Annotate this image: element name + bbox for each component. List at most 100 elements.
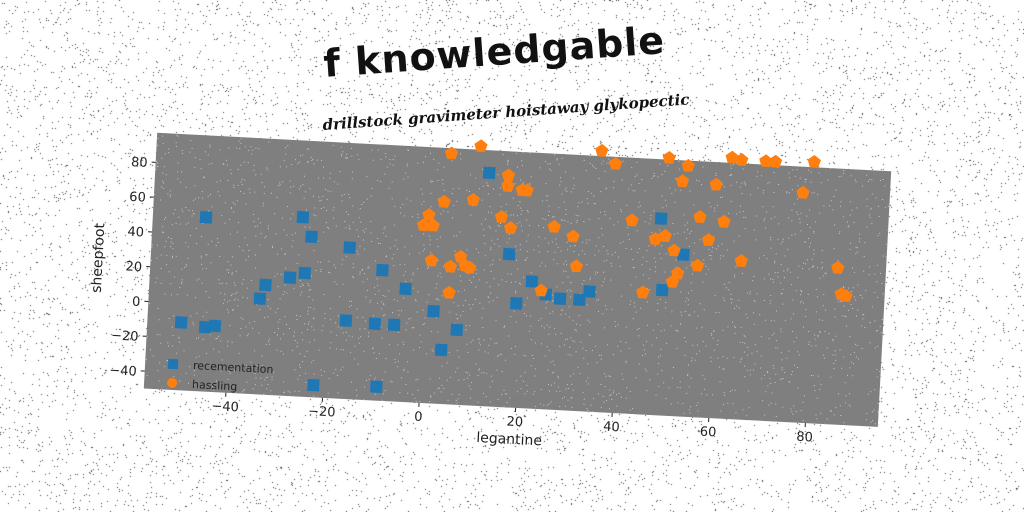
point-hassling	[534, 283, 548, 297]
point-hassling	[444, 146, 459, 160]
point-hassling	[831, 260, 845, 274]
point-recementation	[368, 317, 382, 331]
point-hassling	[501, 179, 515, 192]
point-hassling	[648, 232, 663, 246]
point-hassling	[675, 174, 690, 188]
point-recementation	[509, 297, 523, 310]
x-tick-label: 0	[414, 410, 423, 425]
point-hassling	[671, 266, 685, 280]
point-hassling	[717, 214, 731, 228]
y-tick-label: 0	[132, 295, 141, 310]
point-hassling	[796, 185, 810, 199]
point-hassling	[701, 233, 716, 247]
point-recementation	[370, 380, 383, 394]
point-recementation	[343, 241, 357, 254]
legend: recementation hassling	[167, 358, 274, 393]
y-tick-label: 40	[127, 225, 144, 241]
y-tick-label: −40	[109, 363, 137, 379]
point-hassling	[734, 254, 748, 267]
point-hassling	[442, 285, 456, 299]
legend-marker-hassling	[167, 377, 178, 388]
plot-area	[143, 132, 892, 427]
point-recementation	[655, 283, 669, 297]
y-tick-label: −20	[111, 328, 139, 344]
x-tick-label: −40	[211, 399, 239, 415]
point-recementation	[450, 323, 464, 337]
point-hassling	[424, 253, 439, 267]
legend-marker-recementation	[167, 358, 179, 370]
point-hassling	[725, 150, 739, 164]
point-recementation	[399, 282, 412, 296]
point-recementation	[305, 230, 318, 244]
point-hassling	[662, 150, 676, 164]
point-hassling	[625, 213, 639, 227]
point-hassling	[547, 219, 561, 233]
point-recementation	[427, 304, 440, 318]
point-hassling	[463, 260, 477, 274]
point-hassling	[474, 139, 488, 153]
point-hassling	[667, 243, 681, 257]
point-hassling	[569, 259, 584, 273]
y-axis-label: sheepfoot	[89, 222, 109, 293]
y-tick-label: 80	[131, 155, 148, 171]
point-hassling	[595, 143, 609, 157]
x-tick-label: 60	[699, 425, 716, 441]
point-recementation	[253, 292, 267, 305]
point-recementation	[208, 319, 222, 333]
point-recementation	[387, 318, 401, 332]
point-hassling	[609, 156, 623, 170]
point-hassling	[759, 154, 773, 168]
chart-body: −40 −20 0 20 40 60 80 −40 −20 0 20 40 60 80 recementa…	[89, 132, 892, 449]
x-axis-label: legantine	[476, 430, 542, 449]
point-hassling	[566, 229, 580, 243]
point-hassling	[658, 229, 672, 243]
point-recementation	[296, 210, 310, 224]
point-recementation	[677, 248, 690, 261]
y-tick-label: 20	[125, 259, 142, 275]
legend-label-hassling: hassling	[192, 378, 238, 393]
x-tick-label: 40	[603, 420, 620, 436]
point-recementation	[376, 263, 389, 277]
point-recementation	[654, 212, 668, 225]
point-recementation	[307, 378, 320, 392]
y-tick-label: 60	[129, 190, 146, 206]
axes: −40 −20 0 20 40 60 80 −40 −20 0 20 40 60 80	[109, 155, 813, 446]
point-hassling	[466, 192, 481, 206]
point-hassling	[768, 154, 783, 168]
point-hassling	[501, 168, 516, 182]
point-recementation	[259, 278, 272, 292]
point-hassling	[494, 210, 509, 223]
point-recementation	[298, 266, 312, 280]
point-hassling	[839, 289, 853, 303]
point-hassling	[454, 249, 468, 263]
point-hassling	[807, 155, 821, 168]
point-recementation	[482, 166, 496, 180]
point-hassling	[709, 177, 723, 191]
point-recementation	[434, 343, 448, 357]
point-hassling	[426, 218, 440, 232]
point-recementation	[525, 275, 539, 288]
point-recementation	[174, 316, 188, 329]
point-recementation	[198, 320, 212, 334]
point-hassling	[735, 152, 749, 166]
point-hassling	[636, 285, 650, 299]
point-recementation	[283, 271, 297, 284]
x-tick-label: 80	[796, 430, 813, 446]
data-points	[174, 139, 853, 394]
point-recementation	[583, 285, 596, 298]
x-tick-label: 20	[506, 415, 523, 431]
point-recementation	[199, 211, 213, 224]
point-hassling	[693, 210, 707, 223]
point-recementation	[339, 314, 353, 327]
point-hassling	[422, 208, 436, 221]
point-recementation	[573, 293, 586, 306]
x-tick-label: −20	[308, 404, 336, 420]
point-hassling	[416, 218, 431, 232]
point-hassling	[681, 158, 695, 172]
point-hassling	[437, 194, 451, 208]
point-hassling	[690, 258, 705, 272]
point-recementation	[553, 292, 567, 305]
point-hassling	[520, 183, 534, 197]
point-hassling	[443, 259, 458, 273]
